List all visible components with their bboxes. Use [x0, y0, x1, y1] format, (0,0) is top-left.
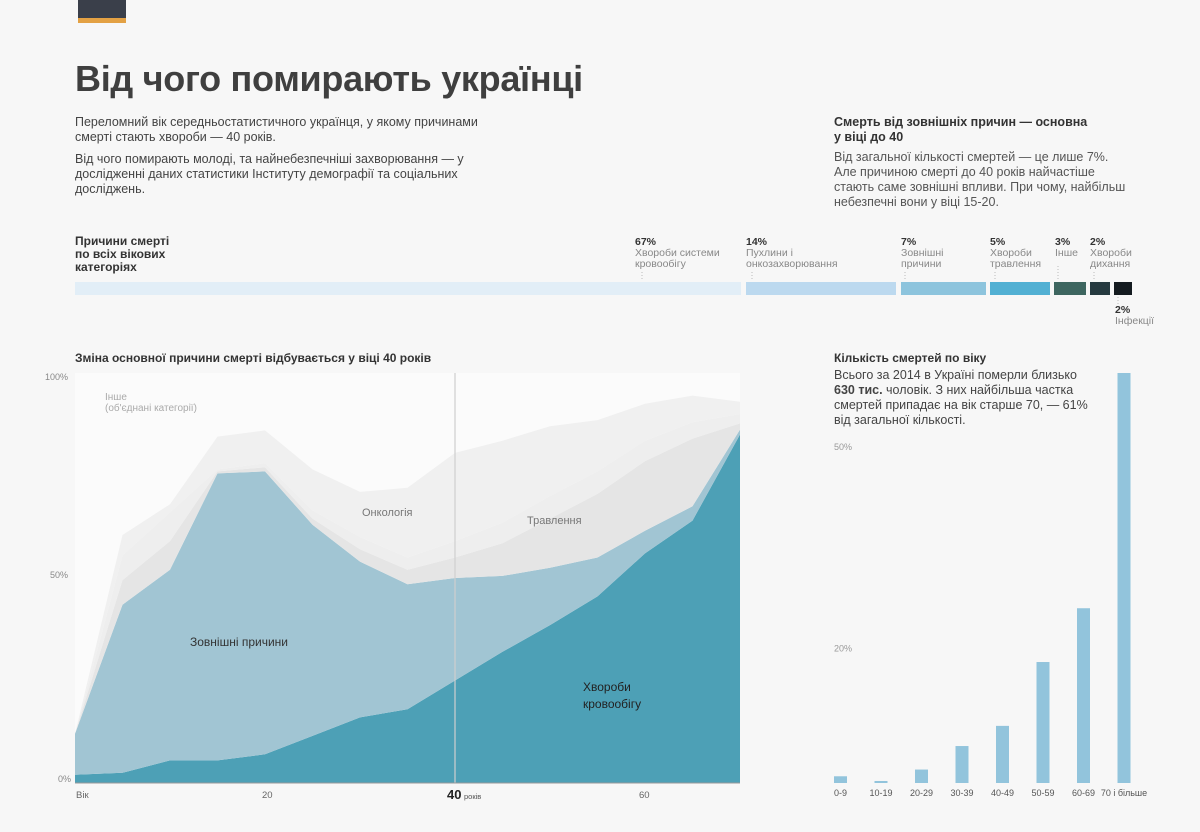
categories-title: Причини смерті по всіх вікових категорія… — [75, 234, 170, 274]
category-name: Хвороби системи кровообігу — [635, 247, 720, 270]
bar-category-label: 40-49 — [991, 788, 1014, 798]
area-series-4 — [75, 414, 740, 734]
category-pct: 7% — [901, 236, 917, 248]
category-pct: 2% — [1090, 236, 1106, 248]
area-chart-title: Зміна основної причини смерті відбуваєть… — [75, 351, 432, 365]
bar-0-9 — [834, 776, 847, 783]
external-causes-title: Смерть від зовнішніх причин — основна у … — [834, 115, 1088, 144]
bar-20-29 — [915, 769, 928, 783]
bar-category-label: 60-69 — [1072, 788, 1095, 798]
bar-50-59 — [1036, 662, 1050, 783]
category-label-oncology: 14% Пухлини і онкозахворювання — [746, 236, 856, 270]
age-text-bold: 630 тис. — [834, 383, 883, 397]
y-tick-label: 50% — [834, 442, 852, 452]
category-name: Інфекції — [1115, 315, 1155, 327]
bar-category-label: 0-9 — [834, 788, 847, 798]
category-name: Зовнішні причини — [901, 247, 944, 270]
y-tick-label: 0% — [58, 774, 71, 784]
y-tick-label: 100% — [45, 372, 68, 382]
page-title: Від чого помирають українці — [75, 58, 583, 99]
annotation-other: Інше — [105, 392, 127, 403]
y-tick-label: 20% — [834, 644, 852, 654]
category-segment-external — [901, 282, 986, 295]
category-pct: 14% — [746, 236, 768, 248]
category-bar — [75, 266, 1132, 305]
category-name: Хвороби травлення — [990, 247, 1042, 270]
category-label-infections: 2% Інфекції — [1115, 304, 1165, 327]
bar-category-label: 20-29 — [910, 788, 933, 798]
category-name: Інше — [1055, 247, 1078, 259]
age-chart-text: Всього за 2014 в Україні померли близько… — [834, 368, 1094, 428]
category-segment-oncology — [746, 282, 896, 295]
category-label-other: 3% Інше — [1055, 236, 1089, 259]
bar-70-і-більше — [1117, 373, 1131, 783]
category-label-circulatory: 67% Хвороби системи кровообігу — [635, 236, 745, 270]
annotation-circulatory: кровообігу — [583, 697, 641, 711]
annotation-circulatory: Хвороби — [583, 680, 631, 694]
area-series-3 — [75, 423, 740, 734]
category-pct: 3% — [1055, 236, 1071, 248]
marker-age-value: 40 — [447, 787, 461, 802]
annotation-oncology: Онкологія — [362, 507, 413, 519]
area-series-2 — [75, 429, 740, 775]
bar-40-49 — [996, 725, 1009, 783]
bar-60-69 — [1077, 608, 1090, 783]
bar-category-label: 10-19 — [869, 788, 892, 798]
logo-accent — [78, 18, 126, 23]
bar-category-label: 70 і більше — [1101, 788, 1147, 798]
area-chart: 100% 50% 0% Вік 20 60 40 років Інше (об'… — [45, 372, 740, 802]
area-series-5 — [75, 395, 740, 734]
category-label-respiratory: 2% Хвороби дихання — [1090, 236, 1140, 270]
y-tick-label: 50% — [50, 570, 68, 580]
annotation-digestive: Травлення — [527, 515, 582, 527]
x-tick-label: 20 — [262, 790, 273, 801]
x-tick-label: 60 — [639, 790, 650, 801]
category-pct: 2% — [1115, 304, 1131, 316]
bar-chart: 50% 20% 0-9 10-19 20-29 30-39 40-49 50-59 60-69… — [834, 373, 1147, 798]
external-causes-text: Від загальної кількості смертей — це лиш… — [834, 150, 1126, 209]
area-series-1 — [75, 434, 740, 783]
bar-category-label: 50-59 — [1031, 788, 1054, 798]
intro-paragraph-1: Переломний вік середньостатистичного укр… — [75, 115, 478, 144]
intro-paragraph-2: Від чого помирають молоді, та найнебезпе… — [75, 152, 464, 196]
age-text-part: чоловік. З них найбільша частка смертей … — [834, 383, 1088, 427]
category-segment-circulatory — [75, 282, 741, 295]
annotation-external: Зовнішні причини — [190, 635, 288, 649]
bar-30-39 — [955, 746, 969, 783]
category-segment-other — [1054, 282, 1086, 295]
category-segment-digestive — [990, 282, 1050, 295]
category-name: Хвороби дихання — [1090, 247, 1132, 270]
marker-age-unit: років — [464, 792, 481, 801]
intro-text: Переломний вік середньостатистичного укр… — [75, 115, 495, 204]
category-pct: 67% — [635, 236, 657, 248]
category-pct: 5% — [990, 236, 1006, 248]
logo — [78, 0, 126, 18]
age-chart-title: Кількість смертей по віку — [834, 351, 987, 365]
category-label-digestive: 5% Хвороби травлення — [990, 236, 1050, 270]
category-name: Пухлини і онкозахворювання — [746, 247, 838, 270]
bar-10-19 — [874, 780, 888, 783]
category-segment-infections — [1114, 282, 1132, 295]
x-tick-label: Вік — [76, 790, 89, 801]
bar-category-label: 30-39 — [950, 788, 973, 798]
category-segment-respiratory — [1090, 282, 1110, 295]
age-text-part: Всього за 2014 в Україні померли близько — [834, 368, 1077, 382]
annotation-other-sub: (об'єднані категорії) — [105, 402, 197, 414]
category-label-external: 7% Зовнішні причини — [901, 236, 961, 270]
